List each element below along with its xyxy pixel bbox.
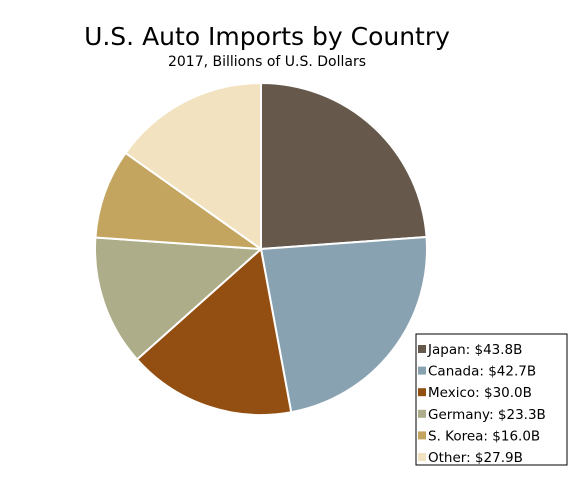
- legend-swatch: [418, 431, 426, 440]
- legend-swatch: [418, 345, 426, 353]
- legend-label: Germany: $23.3B: [428, 407, 546, 423]
- legend-swatch: [418, 409, 426, 418]
- legend: Japan: $43.8B Canada: $42.7B Mexico: $30.0…: [415, 333, 568, 466]
- pie-slice-other: [124, 82, 262, 250]
- legend-label: Other: $27.9B: [428, 450, 523, 466]
- legend-swatch: [418, 366, 426, 375]
- legend-swatch: [418, 453, 426, 461]
- legend-label: S. Korea: $16.0B: [428, 428, 540, 444]
- chart-subtitle: 2017, Billions of U.S. Dollars: [168, 54, 366, 70]
- pie-slice-germany: [94, 236, 262, 361]
- legend-box: [415, 333, 568, 466]
- pie-slice-japan: [260, 82, 428, 250]
- legend-label: Mexico: $30.0B: [428, 385, 532, 401]
- legend-label: Japan: $43.8B: [427, 342, 522, 358]
- pie-slice-mexico: [136, 248, 293, 416]
- pie-slice-s-korea: [94, 152, 262, 250]
- legend-swatch: [418, 388, 426, 397]
- pie-slices: [94, 82, 428, 416]
- pie-slice-canada: [260, 235, 428, 414]
- legend-label: Canada: $42.7B: [428, 364, 536, 380]
- chart-title: U.S. Auto Imports by Country: [84, 22, 450, 51]
